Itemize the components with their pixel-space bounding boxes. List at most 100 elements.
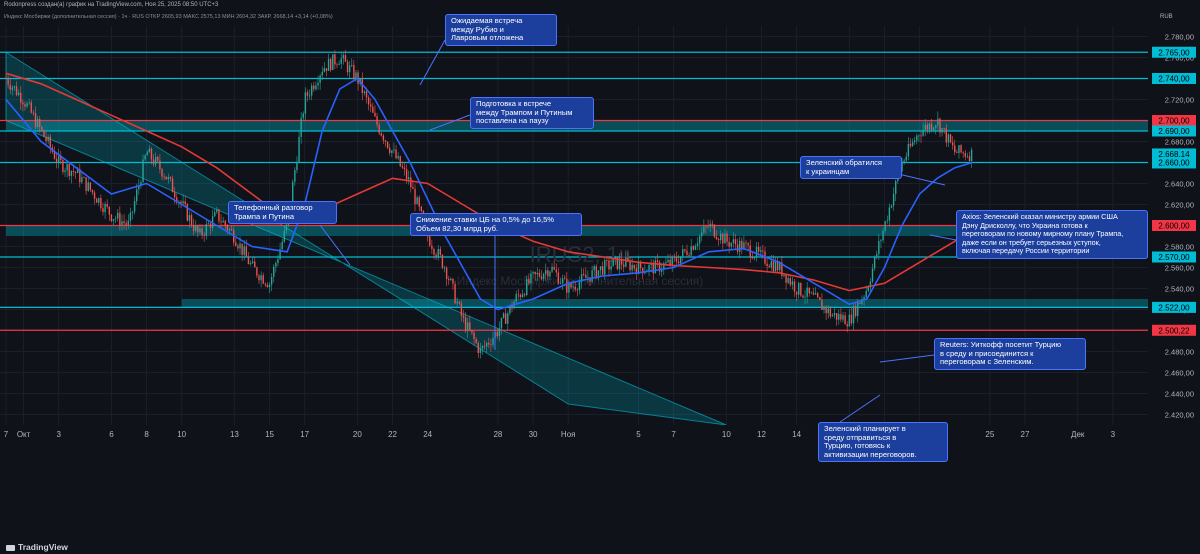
candle-body	[823, 306, 825, 310]
y-tick-label: 2.620,00	[1165, 201, 1194, 210]
candle-body	[340, 58, 342, 64]
callout-zelensky-turkey[interactable]: Зеленский планирует в среду отправиться …	[818, 422, 948, 463]
candle-body	[214, 212, 216, 217]
candle-body	[102, 208, 104, 213]
callout-reuters[interactable]: Reuters: Уиткофф посетит Турцию в среду …	[934, 338, 1086, 370]
candle-body	[458, 302, 460, 304]
candle-body	[970, 149, 973, 162]
candle-body	[903, 160, 905, 163]
candle-body	[306, 92, 309, 96]
callout-trump-putin-pause[interactable]: Подготовка к встрече между Трампом и Пут…	[470, 97, 594, 129]
candle-body	[308, 95, 311, 97]
candle-body	[688, 254, 690, 256]
candle-body	[365, 91, 368, 98]
candle-body	[798, 282, 800, 295]
candle-body	[954, 145, 956, 153]
candle-body	[346, 61, 349, 73]
candle-body	[136, 189, 138, 202]
candle-body	[789, 278, 791, 285]
candle-body	[372, 106, 374, 113]
x-tick-label: 22	[388, 430, 397, 439]
price-label-value: 2.765,00	[1158, 48, 1190, 57]
candle-body	[692, 246, 695, 250]
candle-body	[270, 276, 273, 285]
candle-body	[144, 155, 146, 160]
candle-body	[559, 282, 562, 284]
candle-body	[835, 313, 838, 320]
candle-body	[380, 133, 382, 136]
candle-body	[207, 223, 210, 225]
candle-body	[230, 229, 233, 231]
candle-body	[549, 271, 551, 277]
candle-body	[542, 273, 545, 279]
candle-body	[479, 348, 482, 354]
candle-body	[709, 223, 711, 227]
ma-fast-line[interactable]	[5, 77, 973, 311]
candle-body	[53, 151, 56, 159]
candle-body	[553, 266, 555, 270]
candle-body	[296, 162, 298, 171]
candle-body	[34, 113, 37, 128]
candle-body	[93, 192, 96, 199]
candle-body	[892, 193, 895, 206]
candle-body	[464, 317, 467, 331]
candle-body	[462, 315, 465, 318]
candle-body	[302, 113, 304, 118]
candle-body	[391, 150, 393, 153]
candle-body	[637, 261, 640, 275]
tradingview-logo[interactable]: TradingView	[6, 542, 68, 552]
callout-zelensky-address[interactable]: Зеленский обратился к украинцам	[800, 156, 902, 180]
candle-body	[679, 256, 682, 264]
candle-body	[707, 226, 709, 228]
candle-body	[916, 135, 918, 141]
candle-body	[142, 159, 144, 183]
candle-body	[378, 124, 380, 134]
candle-body	[125, 223, 127, 226]
candle-body	[146, 152, 148, 156]
candle-body	[930, 123, 933, 130]
candle-body	[804, 296, 806, 298]
callout-phone-call[interactable]: Телефонный разговор Трампа и Путина	[228, 201, 337, 225]
candle-body	[755, 246, 758, 257]
candle-body	[323, 68, 326, 72]
candle-body	[776, 261, 779, 271]
candle-body	[433, 248, 435, 255]
candle-body	[429, 236, 431, 246]
candle-body	[414, 188, 416, 205]
candle-body	[515, 294, 517, 302]
callout-rate-cut[interactable]: Снижение ставки ЦБ на 0,5% до 16,5% Объе…	[410, 213, 582, 237]
candle-body	[642, 268, 644, 274]
candle-body	[880, 240, 882, 241]
candle-body	[696, 243, 699, 247]
currency-label: RUB	[1160, 14, 1173, 20]
price-label-box	[1152, 115, 1196, 126]
candle-body	[791, 281, 794, 285]
x-tick-label: 7	[671, 430, 676, 439]
candle-body	[74, 171, 77, 174]
candle-body	[407, 177, 410, 180]
time-axis[interactable]: 7Окт368101315172022242830Ноя571012141719…	[0, 425, 1200, 540]
connector-line	[879, 354, 935, 363]
candle-body	[401, 166, 404, 168]
price-label-value: 2.600,00	[1158, 222, 1190, 231]
candle-body	[45, 136, 47, 142]
candle-body	[711, 223, 713, 225]
candle-body	[684, 249, 686, 251]
candle-body	[713, 224, 716, 237]
candle-body	[564, 278, 566, 280]
candle-body	[450, 278, 452, 281]
candle-body	[913, 140, 916, 143]
candle-body	[658, 261, 661, 272]
candle-body	[79, 168, 81, 183]
candle-body	[833, 313, 836, 316]
callout-rubio-lavrov[interactable]: Ожидаемая встреча между Рубио и Лавровым…	[445, 14, 557, 46]
candle-body	[616, 257, 619, 270]
callout-axios[interactable]: Axios: Зеленский сказал министру армии С…	[956, 210, 1148, 259]
candle-body	[943, 128, 945, 129]
candle-body	[648, 264, 650, 271]
x-tick-label: 7	[4, 430, 9, 439]
candle-body	[62, 160, 64, 173]
candle-body	[890, 205, 893, 208]
candle-body	[949, 134, 952, 143]
